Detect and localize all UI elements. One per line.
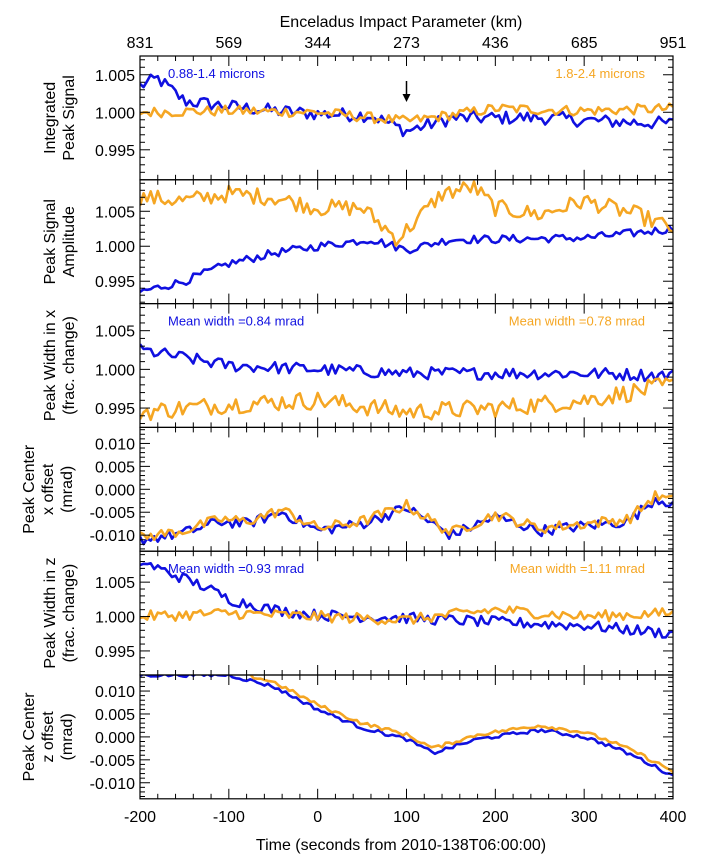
y-tick-label: 0.000: [95, 730, 135, 747]
x-tick-label: -200: [124, 809, 156, 826]
series-group: [140, 562, 673, 639]
x-tick-label: 200: [482, 809, 509, 826]
y-axis-title: x offset: [40, 463, 57, 515]
series-2-line: [238, 675, 673, 774]
top-tick-label: 831: [127, 35, 154, 52]
y-tick-label: -0.005: [90, 753, 135, 770]
y-tick-label: 1.005: [95, 204, 135, 221]
series-2-line: [140, 605, 673, 626]
annotation-right: 1.8-2.4 microns: [555, 66, 645, 81]
y-tick-label: 0.995: [95, 401, 135, 418]
y-tick-label: 1.000: [95, 239, 135, 256]
y-axis-title: Peak Width in z: [42, 558, 59, 669]
series-1-line: [140, 562, 673, 639]
y-tick-label: 1.000: [95, 362, 135, 379]
y-tick-label: -0.010: [90, 776, 135, 793]
series-2-line: [140, 377, 673, 422]
annotation-left: Mean width =0.84 mrad: [168, 314, 304, 329]
top-tick-label: 436: [482, 35, 509, 52]
series-group: [140, 180, 673, 293]
y-tick-label: 0.000: [95, 482, 135, 499]
x-tick-label: 100: [393, 809, 420, 826]
y-axis-title: (frac. change): [61, 316, 78, 415]
y-tick-label: -0.010: [90, 528, 135, 545]
y-tick-label: 0.995: [95, 143, 135, 160]
plot-frame: [139, 674, 674, 800]
x-tick-label: 0: [313, 809, 322, 826]
panel-5: 0.995 1.000 1.005 Peak Width in z (frac. cha…: [42, 550, 674, 676]
y-axis-title: (mrad): [59, 713, 76, 760]
y-axis-title: Peak Signal: [42, 199, 59, 284]
top-axis: 831 569 344 273 436 685 951: [127, 35, 687, 52]
panel-2: 0.995 1.000 1.005 Peak Signal Amplitude: [42, 179, 674, 305]
top-tick-label: 685: [571, 35, 598, 52]
top-tick-label: 569: [215, 35, 242, 52]
series-2-line: [140, 490, 673, 542]
y-axis-title: (mrad): [59, 466, 76, 513]
y-axis-title: z offset: [40, 711, 57, 763]
y-tick-label: 1.005: [95, 324, 135, 341]
arrow-head: [402, 94, 411, 102]
y-axis-title: (frac. change): [61, 564, 78, 663]
series-1-line: [140, 343, 673, 383]
x-tick-label: -100: [213, 809, 245, 826]
y-tick-label: 1.000: [95, 610, 135, 627]
annotation-left: Mean width =0.93 mrad: [168, 561, 304, 576]
series-2-line: [140, 180, 673, 247]
bottom-axis: -200 -100 0 100 200 300 400: [124, 809, 686, 826]
top-tick-label: 273: [393, 35, 420, 52]
top-tick-label: 951: [660, 35, 687, 52]
series-group: [140, 73, 673, 138]
series-1-line: [140, 675, 673, 777]
y-axis-title: Peak Width in x: [42, 310, 59, 421]
y-axis-title: Peak Signal: [61, 75, 78, 160]
annotation-left: 0.88-1.4 microns: [168, 66, 265, 81]
panel-1: 0.995 1.000 1.005 Integrated Peak Signal 0.88…: [42, 55, 674, 181]
panel-6: -0.010 -0.005 0.000 0.005 0.010 Peak Center z …: [21, 674, 674, 800]
series-2-line: [140, 102, 673, 125]
top-tick-label: 344: [304, 35, 331, 52]
series-1-line: [140, 73, 673, 138]
y-tick-label: 1.005: [95, 575, 135, 592]
y-tick-label: 0.995: [95, 644, 135, 661]
plot-frame: [139, 426, 674, 552]
x-tick-label: 400: [660, 809, 687, 826]
y-tick-label: 0.010: [95, 684, 135, 701]
panel-4: -0.010 -0.005 0.000 0.005 0.010 Peak Center x …: [21, 426, 674, 552]
annotation-right: Mean width =0.78 mrad: [509, 314, 645, 329]
annotation-right: Mean width =1.11 mrad: [510, 561, 645, 576]
series-1-line: [140, 225, 673, 293]
y-tick-label: 0.010: [95, 436, 135, 453]
y-tick-label: 0.005: [95, 707, 135, 724]
y-tick-label: 0.995: [95, 274, 135, 291]
series-group: [140, 343, 673, 422]
series-group: [140, 675, 673, 777]
y-axis-title: Amplitude: [61, 206, 78, 277]
y-axis-title: Peak Center: [21, 692, 38, 782]
x-tick-label: 300: [571, 809, 598, 826]
top-axis-title: Enceladus Impact Parameter (km): [280, 14, 523, 31]
panel-3: 0.995 1.000 1.005 Peak Width in x (frac. cha…: [42, 303, 674, 429]
series-group: [140, 490, 673, 546]
y-axis-title: Peak Center: [21, 444, 38, 534]
y-tick-label: -0.005: [90, 505, 135, 522]
x-axis-title: Time (seconds from 2010-138T06:00:00): [256, 837, 546, 854]
y-tick-label: 1.000: [95, 105, 135, 122]
y-axis-title: Integrated: [42, 82, 59, 154]
y-tick-label: 1.005: [95, 68, 135, 85]
y-tick-label: 0.005: [95, 459, 135, 476]
